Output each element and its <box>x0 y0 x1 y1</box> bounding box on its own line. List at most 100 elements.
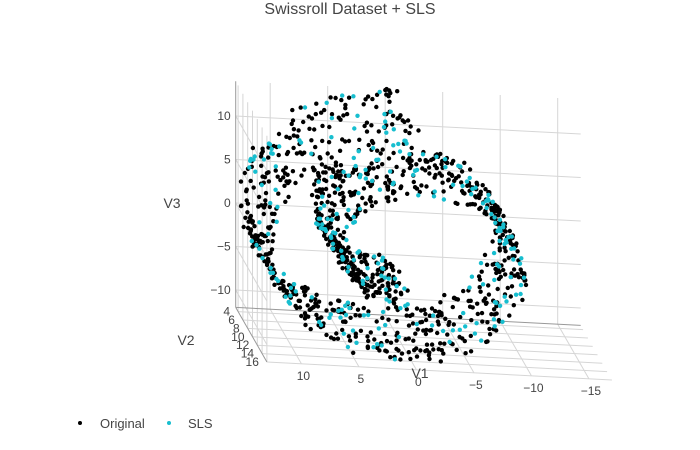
point-original <box>347 250 352 255</box>
point-original <box>312 127 317 132</box>
point-sls <box>322 203 327 208</box>
point-original <box>406 323 412 328</box>
point-original <box>260 240 265 245</box>
point-sls <box>363 176 368 181</box>
point-original <box>365 345 371 351</box>
point-original <box>423 311 428 317</box>
tick-label-v1: −10 <box>523 381 544 395</box>
point-sls <box>503 237 508 243</box>
point-sls <box>259 182 264 188</box>
point-original <box>497 235 503 240</box>
point-original <box>482 252 488 258</box>
point-original <box>441 351 446 356</box>
point-sls <box>381 266 386 271</box>
point-sls <box>329 115 335 121</box>
point-original <box>394 338 399 343</box>
point-original <box>353 313 358 318</box>
tick-label-v2: 6 <box>228 313 235 327</box>
point-original <box>461 288 466 294</box>
point-original <box>278 177 283 183</box>
point-sls <box>491 250 497 256</box>
point-sls <box>501 222 506 227</box>
point-original <box>493 208 499 214</box>
point-original <box>314 188 319 193</box>
point-sls <box>396 141 401 147</box>
point-original <box>484 262 490 267</box>
point-original <box>386 317 391 322</box>
point-original <box>369 279 374 284</box>
point-original <box>350 263 356 268</box>
point-original <box>316 316 322 321</box>
point-sls <box>273 164 278 169</box>
point-original <box>248 228 253 233</box>
point-sls <box>291 282 297 287</box>
point-original <box>501 213 506 219</box>
point-original <box>302 293 308 298</box>
point-sls <box>492 277 497 283</box>
point-original <box>439 313 444 318</box>
point-original <box>423 317 429 323</box>
point-original <box>377 252 382 257</box>
point-sls <box>491 317 497 322</box>
point-original <box>327 124 332 130</box>
point-original <box>479 310 485 316</box>
point-sls <box>467 175 472 181</box>
point-original <box>509 284 515 289</box>
point-original <box>522 271 527 276</box>
point-original <box>259 163 264 168</box>
point-original <box>483 296 488 301</box>
tick-label-v2: 14 <box>241 347 255 361</box>
point-original <box>492 205 497 210</box>
point-original <box>356 271 362 276</box>
point-original <box>489 312 494 317</box>
point-sls <box>275 204 280 210</box>
point-original <box>241 224 246 230</box>
point-sls <box>346 207 351 213</box>
point-sls <box>288 293 293 298</box>
point-original <box>311 168 317 173</box>
point-original <box>497 210 502 215</box>
point-original <box>511 303 516 308</box>
point-sls <box>333 230 338 236</box>
point-original <box>418 348 423 353</box>
point-original <box>238 179 244 184</box>
point-original <box>302 311 308 316</box>
point-original <box>411 338 416 343</box>
point-original <box>393 296 398 301</box>
series-sls[interactable] <box>247 89 527 362</box>
point-original <box>507 228 512 234</box>
point-sls <box>511 257 516 262</box>
point-original <box>378 151 383 156</box>
point-original <box>503 249 508 254</box>
point-original <box>405 118 411 123</box>
point-sls <box>420 152 426 157</box>
point-sls <box>396 334 402 340</box>
point-original <box>317 155 322 160</box>
point-original <box>376 129 381 134</box>
point-original <box>291 133 296 138</box>
point-sls <box>339 307 344 312</box>
point-original <box>366 309 371 314</box>
point-original <box>463 351 468 356</box>
point-original <box>341 230 347 235</box>
point-sls <box>361 313 367 318</box>
legend-item-sls[interactable]: SLS <box>167 416 213 431</box>
legend-item-original[interactable]: Original <box>78 416 145 431</box>
point-original <box>314 101 319 106</box>
point-sls <box>355 113 360 119</box>
point-original <box>502 258 507 263</box>
point-original <box>473 194 478 199</box>
point-original <box>285 180 291 186</box>
point-sls <box>450 328 456 333</box>
point-original <box>284 151 290 157</box>
point-original <box>250 234 255 239</box>
point-sls <box>251 157 256 162</box>
point-original <box>263 190 269 196</box>
point-original <box>403 337 408 342</box>
point-original <box>405 191 410 196</box>
point-sls <box>386 276 391 281</box>
point-original <box>484 300 489 305</box>
point-original <box>344 111 350 117</box>
point-original <box>350 301 356 307</box>
point-original <box>357 313 363 318</box>
